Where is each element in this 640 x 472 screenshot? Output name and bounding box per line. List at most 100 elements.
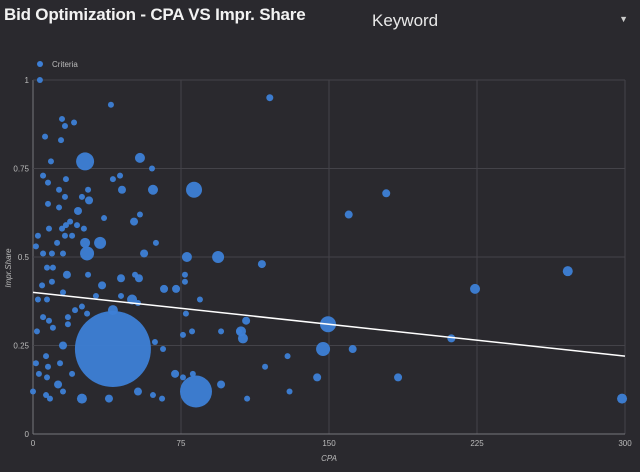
- data-point[interactable]: [160, 284, 169, 293]
- data-point[interactable]: [104, 394, 113, 403]
- data-point[interactable]: [266, 94, 274, 102]
- data-point[interactable]: [32, 243, 39, 250]
- data-point[interactable]: [35, 370, 42, 377]
- data-point[interactable]: [159, 395, 166, 402]
- data-point[interactable]: [382, 189, 391, 198]
- data-point[interactable]: [148, 165, 155, 172]
- data-point[interactable]: [74, 311, 151, 388]
- data-point[interactable]: [73, 206, 82, 215]
- data-point[interactable]: [617, 393, 628, 404]
- data-point[interactable]: [189, 328, 196, 335]
- data-point[interactable]: [45, 225, 52, 232]
- data-point[interactable]: [98, 281, 107, 290]
- data-point[interactable]: [40, 250, 47, 257]
- data-point[interactable]: [69, 370, 76, 377]
- data-point[interactable]: [171, 369, 180, 378]
- data-point[interactable]: [160, 346, 167, 353]
- data-point[interactable]: [64, 321, 71, 328]
- data-point[interactable]: [313, 373, 322, 382]
- data-point[interactable]: [136, 211, 143, 218]
- data-point[interactable]: [284, 353, 291, 360]
- data-point[interactable]: [64, 314, 71, 321]
- data-point[interactable]: [348, 345, 357, 354]
- data-point[interactable]: [62, 222, 69, 229]
- legend[interactable]: Criteria: [37, 60, 78, 69]
- data-point[interactable]: [107, 305, 118, 316]
- data-point[interactable]: [43, 392, 50, 399]
- data-point[interactable]: [57, 360, 64, 367]
- data-point[interactable]: [117, 185, 126, 194]
- data-point[interactable]: [262, 363, 269, 370]
- data-point[interactable]: [39, 282, 46, 289]
- data-point[interactable]: [45, 317, 52, 324]
- data-point[interactable]: [44, 200, 51, 207]
- data-point[interactable]: [257, 260, 266, 269]
- data-point[interactable]: [47, 158, 54, 165]
- data-point[interactable]: [59, 289, 66, 296]
- data-point[interactable]: [49, 264, 56, 271]
- data-point[interactable]: [130, 217, 139, 226]
- data-point[interactable]: [140, 249, 149, 258]
- data-point[interactable]: [76, 393, 87, 404]
- data-point[interactable]: [196, 296, 203, 303]
- data-point[interactable]: [133, 387, 142, 396]
- data-point[interactable]: [84, 310, 91, 317]
- data-point[interactable]: [179, 375, 212, 408]
- data-point[interactable]: [236, 328, 243, 335]
- data-point[interactable]: [80, 246, 95, 261]
- data-point[interactable]: [43, 353, 50, 360]
- data-point[interactable]: [59, 388, 66, 395]
- data-point[interactable]: [44, 374, 51, 381]
- data-point[interactable]: [172, 284, 181, 293]
- data-point[interactable]: [61, 232, 68, 239]
- data-point[interactable]: [186, 181, 203, 198]
- data-point[interactable]: [56, 186, 63, 193]
- data-point[interactable]: [59, 225, 66, 232]
- data-point[interactable]: [78, 303, 85, 310]
- data-point[interactable]: [36, 77, 43, 83]
- data-point[interactable]: [76, 152, 95, 171]
- data-point[interactable]: [42, 133, 49, 140]
- data-point[interactable]: [32, 360, 39, 367]
- data-point[interactable]: [149, 392, 156, 399]
- data-point[interactable]: [61, 193, 68, 200]
- data-point[interactable]: [118, 292, 125, 299]
- data-point[interactable]: [117, 172, 124, 179]
- data-point[interactable]: [92, 292, 99, 299]
- data-point[interactable]: [85, 186, 92, 193]
- data-point[interactable]: [62, 270, 71, 279]
- data-point[interactable]: [48, 278, 55, 285]
- data-point[interactable]: [80, 237, 91, 248]
- data-point[interactable]: [562, 266, 573, 277]
- data-point[interactable]: [217, 380, 226, 389]
- data-point[interactable]: [151, 338, 158, 345]
- data-point[interactable]: [394, 373, 403, 382]
- data-point[interactable]: [40, 314, 47, 321]
- data-point[interactable]: [71, 119, 78, 126]
- data-point[interactable]: [182, 310, 189, 317]
- data-point[interactable]: [179, 374, 186, 381]
- data-point[interactable]: [67, 218, 74, 225]
- data-point[interactable]: [48, 250, 55, 257]
- data-point[interactable]: [80, 225, 87, 232]
- data-point[interactable]: [134, 152, 145, 163]
- data-point[interactable]: [44, 296, 51, 303]
- data-point[interactable]: [218, 328, 225, 335]
- data-point[interactable]: [74, 222, 81, 229]
- data-point[interactable]: [447, 334, 456, 343]
- data-point[interactable]: [181, 271, 188, 278]
- data-point[interactable]: [127, 294, 138, 305]
- data-point[interactable]: [49, 324, 56, 331]
- data-point[interactable]: [109, 176, 116, 183]
- data-point[interactable]: [152, 239, 159, 246]
- data-point[interactable]: [147, 184, 158, 195]
- data-point[interactable]: [34, 232, 41, 239]
- data-point[interactable]: [58, 341, 67, 350]
- data-point[interactable]: [54, 380, 63, 389]
- data-point[interactable]: [242, 316, 251, 325]
- data-point[interactable]: [316, 342, 331, 357]
- data-point[interactable]: [237, 333, 248, 344]
- data-point[interactable]: [44, 363, 51, 370]
- data-point[interactable]: [344, 210, 353, 219]
- data-point[interactable]: [212, 251, 225, 263]
